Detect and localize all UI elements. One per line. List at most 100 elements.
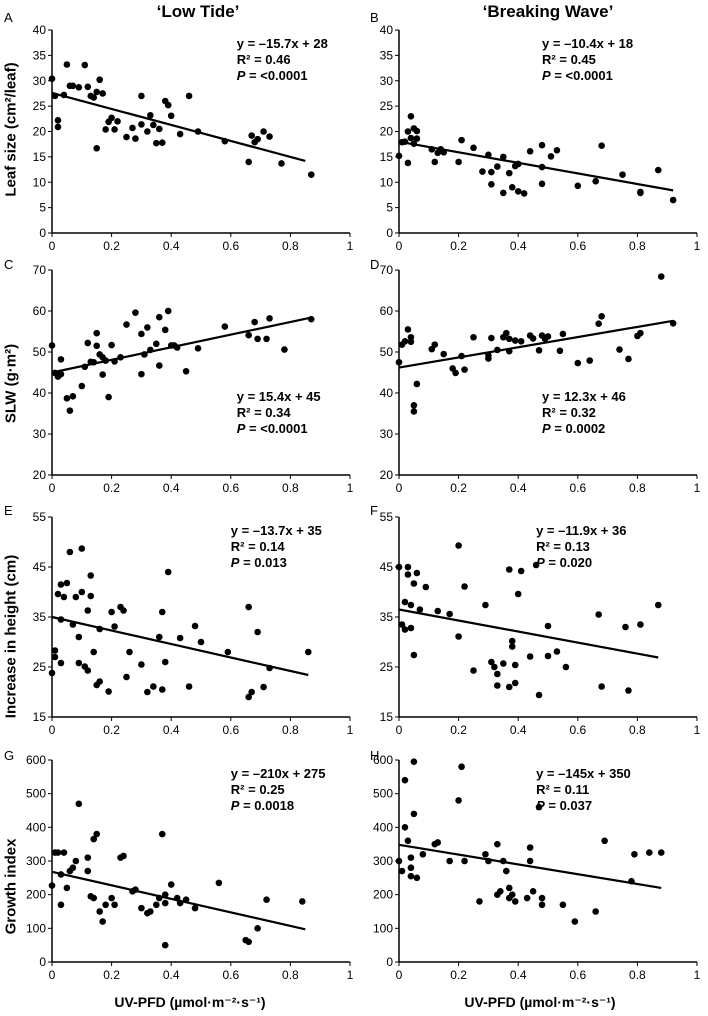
y-tick-label-b: 15: [380, 150, 394, 164]
data-point-f: [625, 687, 632, 694]
y-tick-label-f: 45: [380, 560, 394, 574]
data-point-g: [191, 904, 199, 912]
y-tick-label-f: 15: [380, 710, 394, 724]
data-point-b: [470, 144, 477, 152]
x-tick-label-c: 0.2: [103, 481, 120, 495]
data-point-c: [194, 345, 202, 352]
data-point-h: [446, 857, 453, 865]
y-tick-label-a: 40: [33, 23, 47, 37]
data-point-a: [93, 144, 100, 152]
x-tick-label-d: 0.8: [629, 481, 646, 495]
data-point-b: [538, 141, 546, 149]
data-point-c: [281, 346, 288, 353]
x-tick-label-g: 0.4: [163, 968, 180, 982]
data-point-f: [494, 670, 501, 678]
data-point-a: [69, 82, 77, 90]
x-tick-label-g: 0: [49, 968, 56, 982]
data-point-b: [410, 140, 418, 147]
data-point-c: [155, 313, 163, 321]
data-point-b: [395, 152, 403, 160]
data-point-e: [158, 608, 166, 616]
regression-annotation-b: P = <0.0001: [542, 68, 613, 83]
y-tick-label-g: 100: [26, 921, 46, 935]
data-point-h: [529, 888, 537, 895]
data-point-e: [248, 688, 255, 696]
data-point-b: [413, 135, 421, 142]
data-point-b: [407, 134, 415, 142]
data-point-f: [544, 622, 552, 630]
data-point-c: [245, 331, 252, 339]
x-tick-label-h: 0.8: [629, 968, 646, 982]
x-tick-label-g: 0.8: [282, 968, 299, 982]
data-point-a: [54, 123, 62, 131]
y-tick-label-e: 45: [33, 560, 47, 574]
data-point-f: [535, 691, 543, 699]
data-point-g: [60, 849, 68, 856]
y-tick-label-h: 0: [386, 955, 393, 969]
data-point-b: [488, 180, 495, 188]
data-point-c: [117, 354, 124, 361]
data-point-c: [57, 356, 65, 363]
regression-annotation-h: y = –145x + 350: [536, 766, 631, 781]
y-tick-label-g: 200: [26, 888, 46, 902]
data-point-e: [75, 659, 83, 667]
data-point-c: [164, 307, 172, 315]
data-point-c: [66, 407, 74, 414]
data-point-g: [176, 899, 184, 907]
data-point-f: [482, 601, 489, 609]
data-point-f: [455, 542, 462, 549]
data-point-c: [138, 330, 145, 338]
data-point-a: [132, 135, 139, 142]
y-tick-label-f: 25: [380, 660, 394, 674]
regression-annotation-f: y = –11.9x + 36: [536, 523, 626, 538]
data-point-g: [96, 908, 103, 915]
panel-letter-c: C: [4, 257, 14, 272]
data-point-d: [407, 333, 415, 341]
data-point-g: [132, 886, 139, 893]
data-point-b: [598, 142, 605, 150]
data-point-a: [150, 121, 157, 129]
data-point-e: [144, 688, 151, 696]
data-point-b: [574, 182, 582, 190]
data-point-e: [150, 683, 157, 690]
y-tick-label-c: 50: [33, 345, 47, 359]
data-point-e: [75, 633, 83, 641]
data-point-b: [440, 149, 448, 156]
data-point-h: [458, 763, 465, 771]
data-point-b: [538, 163, 546, 171]
data-point-c: [81, 363, 89, 371]
data-point-e: [66, 548, 74, 556]
data-point-e: [78, 588, 86, 596]
x-axis-label-right: UV-PFD (µmol·m⁻²·s⁻¹): [464, 994, 616, 1010]
data-point-h: [485, 857, 492, 865]
y-tick-label-a: 0: [39, 226, 46, 240]
regression-annotation-d: P = 0.0002: [542, 421, 605, 436]
data-point-e: [84, 607, 92, 614]
data-point-a: [84, 83, 92, 91]
data-point-f: [511, 679, 519, 687]
column-title-low-tide: ‘Low Tide’: [156, 2, 240, 21]
y-tick-label-e: 15: [33, 710, 47, 724]
y-tick-label-g: 400: [26, 820, 46, 834]
data-point-e: [185, 683, 193, 690]
data-point-h: [476, 898, 483, 905]
data-point-b: [520, 190, 528, 197]
data-point-h: [523, 894, 531, 902]
data-point-g: [254, 925, 261, 932]
data-point-f: [637, 621, 644, 628]
y-tick-label-e: 55: [33, 510, 47, 524]
panel-letter-e: E: [4, 503, 13, 518]
data-point-a: [144, 128, 151, 135]
data-point-g: [72, 857, 80, 865]
data-point-b: [431, 158, 439, 166]
data-point-g: [69, 864, 77, 872]
data-point-e: [90, 648, 98, 656]
x-axis-label-left: UV-PFD (µmol·m⁻²·s⁻¹): [114, 994, 266, 1010]
data-point-c: [57, 370, 65, 378]
data-point-h: [571, 918, 579, 925]
y-tick-label-a: 25: [33, 99, 47, 113]
data-point-b: [479, 168, 486, 175]
data-point-a: [108, 114, 115, 122]
x-tick-label-h: 0: [396, 968, 403, 982]
